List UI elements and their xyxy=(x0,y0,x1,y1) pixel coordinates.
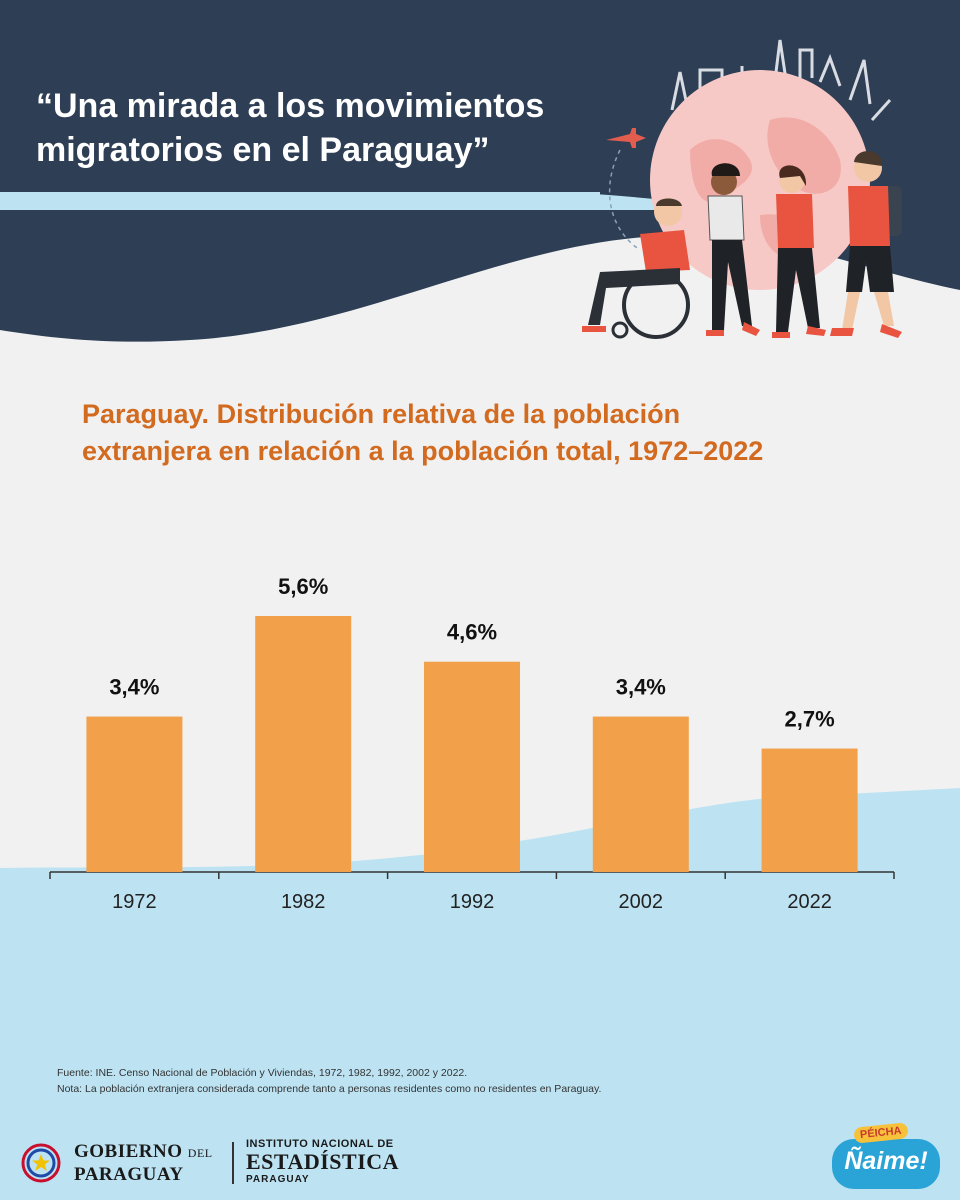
person-icon xyxy=(772,165,826,338)
person-icon xyxy=(706,163,760,336)
bar xyxy=(424,661,520,872)
government-logos: GOBIERNO DEL PARAGUAY INSTITUTO NACIONAL… xyxy=(20,1138,400,1188)
page-headline: “Una mirada a los movimientos migratorio… xyxy=(36,84,616,172)
bar-value-label: 5,6% xyxy=(278,574,328,599)
source-notes: Fuente: INE. Censo Nacional de Población… xyxy=(57,1065,917,1097)
travel-illustration xyxy=(582,39,902,339)
person-wheelchair-icon xyxy=(582,198,690,339)
gob-line-2: PARAGUAY xyxy=(74,1164,184,1185)
ine-line-2: ESTADÍSTICA xyxy=(246,1149,400,1174)
chart-title-line-2: extranjera en relación a la población to… xyxy=(82,436,764,466)
gob-line-1: GOBIERNO xyxy=(74,1141,183,1162)
logo-divider xyxy=(232,1142,234,1184)
bar-value-label: 4,6% xyxy=(447,620,497,645)
naime-badge: PÉICHA Ñaime! xyxy=(828,1122,944,1191)
paraguay-seal-icon xyxy=(21,1143,61,1183)
airplane-icon xyxy=(606,128,646,148)
ine-line-3: PARAGUAY xyxy=(246,1174,310,1185)
x-tick-label: 1982 xyxy=(281,891,326,913)
bar xyxy=(761,748,858,872)
chart-title-line-1: Paraguay. Distribución relativa de la po… xyxy=(82,399,681,429)
source-text: Fuente: INE. Censo Nacional de Población… xyxy=(57,1067,468,1079)
note-text: Nota: La población extranjera considerad… xyxy=(57,1083,602,1095)
x-tick-label: 2022 xyxy=(787,891,832,913)
bottom-wave xyxy=(0,788,960,1200)
bar xyxy=(592,716,689,872)
badge-pill xyxy=(832,1139,940,1189)
headline-line-2: migratorios en el Paraguay” xyxy=(36,131,490,169)
badge-main-text: Ñaime! xyxy=(844,1147,928,1175)
bar xyxy=(255,616,352,872)
person-icon xyxy=(830,151,902,338)
x-tick-label: 1992 xyxy=(450,891,495,913)
x-tick-label: 2002 xyxy=(619,891,664,913)
ine-line-1: INSTITUTO NACIONAL DE xyxy=(246,1138,394,1150)
x-tick-label: 1972 xyxy=(112,891,157,913)
headline-line-1: “Una mirada a los movimientos xyxy=(36,87,545,125)
bar-value-label: 3,4% xyxy=(109,675,159,700)
chart-title: Paraguay. Distribución relativa de la po… xyxy=(82,396,882,470)
gob-del: DEL xyxy=(187,1146,213,1160)
ine-logo: INSTITUTO NACIONAL DE ESTADÍSTICA PARAGU… xyxy=(246,1138,399,1185)
bar-value-label: 3,4% xyxy=(616,675,666,700)
gobierno-paraguay-logo: GOBIERNO DEL PARAGUAY xyxy=(74,1141,213,1186)
bar xyxy=(86,716,183,872)
bar-value-label: 2,7% xyxy=(785,707,835,732)
